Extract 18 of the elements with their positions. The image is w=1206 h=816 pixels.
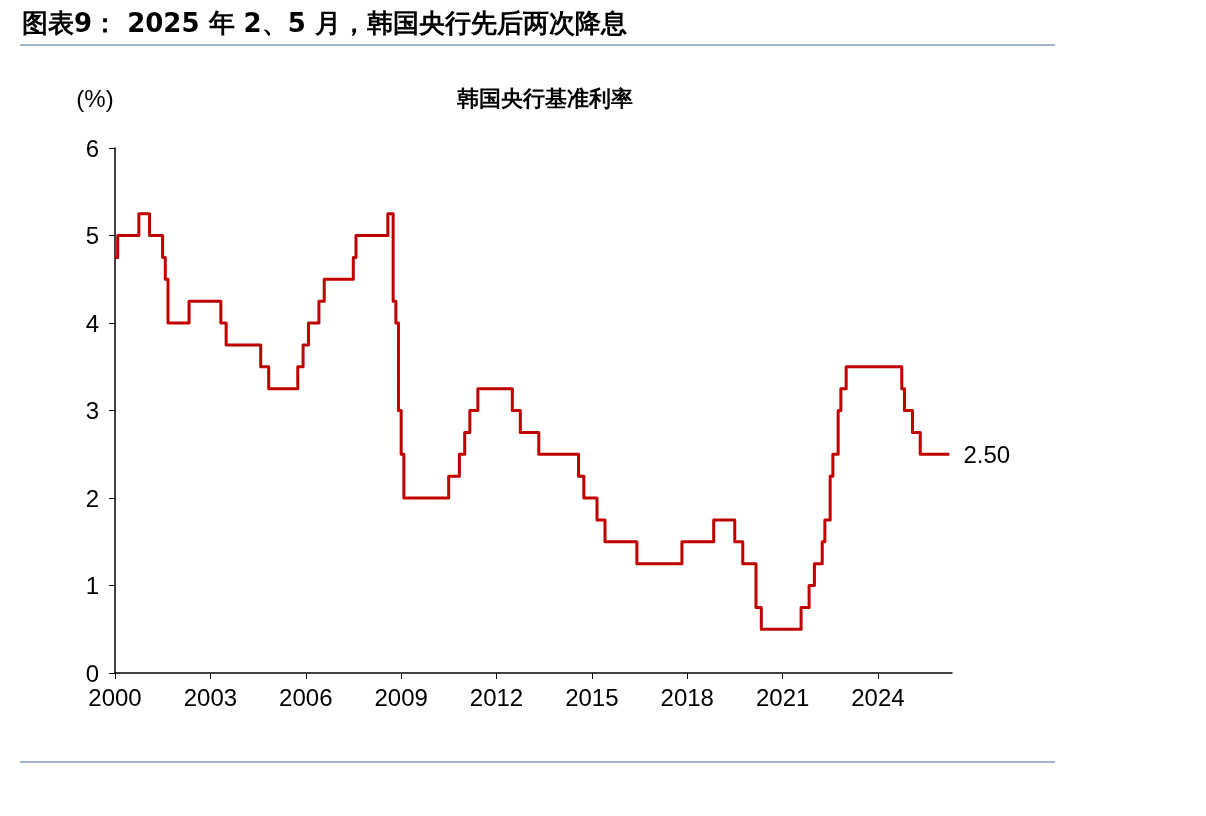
chart-subtitle: 韩国央行基准利率 [456, 85, 633, 111]
x-tick-label: 2018 [660, 683, 714, 711]
x-tick-label: 2024 [851, 683, 905, 711]
x-tick-label: 2009 [374, 683, 428, 711]
y-tick-label: 1 [85, 572, 99, 599]
chart-title: 图表9： 2025 年 2、5 月，韩国央行先后两次降息 [22, 7, 627, 40]
x-tick-label: 2012 [469, 683, 524, 711]
y-tick-label: 3 [85, 397, 99, 424]
y-tick-label: 5 [85, 222, 99, 249]
x-tick-label: 2021 [755, 683, 810, 711]
y-tick-label: 2 [85, 484, 99, 512]
x-tick-label: 2015 [565, 683, 619, 711]
y-tick-label: 4 [85, 309, 99, 337]
x-tick-label: 2003 [183, 683, 238, 711]
y-axis-title: (%) [76, 84, 114, 112]
data-label: 2.50 [963, 440, 1011, 468]
x-tick-label: 2006 [279, 683, 333, 711]
y-tick-label: 6 [85, 134, 99, 162]
